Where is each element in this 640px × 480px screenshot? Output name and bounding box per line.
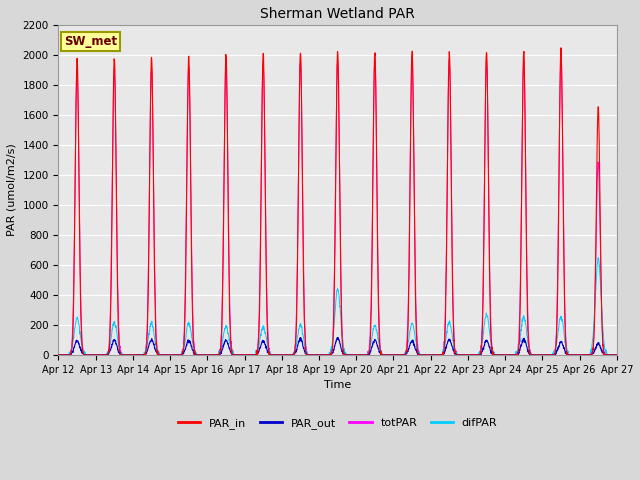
Y-axis label: PAR (umol/m2/s): PAR (umol/m2/s): [7, 144, 17, 236]
Title: Sherman Wetland PAR: Sherman Wetland PAR: [260, 7, 415, 21]
X-axis label: Time: Time: [324, 380, 351, 390]
Text: SW_met: SW_met: [64, 35, 117, 48]
Legend: PAR_in, PAR_out, totPAR, difPAR: PAR_in, PAR_out, totPAR, difPAR: [173, 413, 502, 433]
